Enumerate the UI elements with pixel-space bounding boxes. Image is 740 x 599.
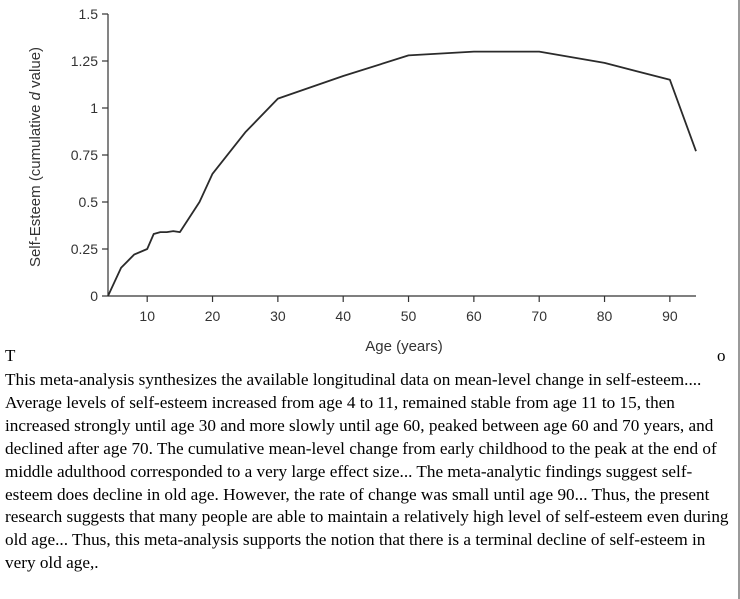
x-tick-label: 30 bbox=[270, 308, 286, 324]
self-esteem-chart: 0 0.25 0.5 0.75 1 1.25 1.5 10 20 30 40 50 60 70 80 90 Ag… bbox=[27, 6, 697, 355]
x-tick-label: 40 bbox=[335, 308, 351, 324]
x-tick-label: 60 bbox=[466, 308, 482, 324]
x-tick-label: 70 bbox=[531, 308, 547, 324]
series-line bbox=[107, 50, 697, 297]
y-axis-title-part: value) bbox=[27, 47, 44, 92]
page-border bbox=[738, 0, 740, 599]
y-axis-title-part: Self-Esteem (cumulative bbox=[27, 100, 44, 267]
y-tick-label: 0.5 bbox=[79, 194, 99, 210]
y-tick-label: 1.5 bbox=[79, 6, 99, 22]
caption-text: This meta-analysis synthesizes the avail… bbox=[5, 370, 729, 573]
x-tick-label: 90 bbox=[662, 308, 678, 324]
x-tick-label: 10 bbox=[139, 308, 155, 324]
x-tick-label: 80 bbox=[597, 308, 613, 324]
y-tick-label: 1 bbox=[90, 100, 98, 116]
x-axis-title: Age (years) bbox=[365, 338, 443, 355]
y-tick-label: 0.25 bbox=[71, 241, 98, 257]
x-tick-label: 20 bbox=[205, 308, 221, 324]
y-axis-title-part: d bbox=[27, 91, 44, 100]
stray-letter-right: o bbox=[717, 346, 726, 365]
y-axis-title: Self-Esteem (cumulative d value) bbox=[27, 47, 44, 267]
plot-area: 0 0.25 0.5 0.75 1 1.25 1.5 10 20 30 40 50 60 70 80 90 Ag… bbox=[27, 6, 697, 355]
y-tick-label: 0 bbox=[90, 288, 98, 304]
y-tick-label: 1.25 bbox=[71, 53, 98, 69]
y-tick-label: 0.75 bbox=[71, 147, 98, 163]
x-tick-label: 50 bbox=[401, 308, 417, 324]
stray-letter-left: T bbox=[5, 346, 16, 365]
